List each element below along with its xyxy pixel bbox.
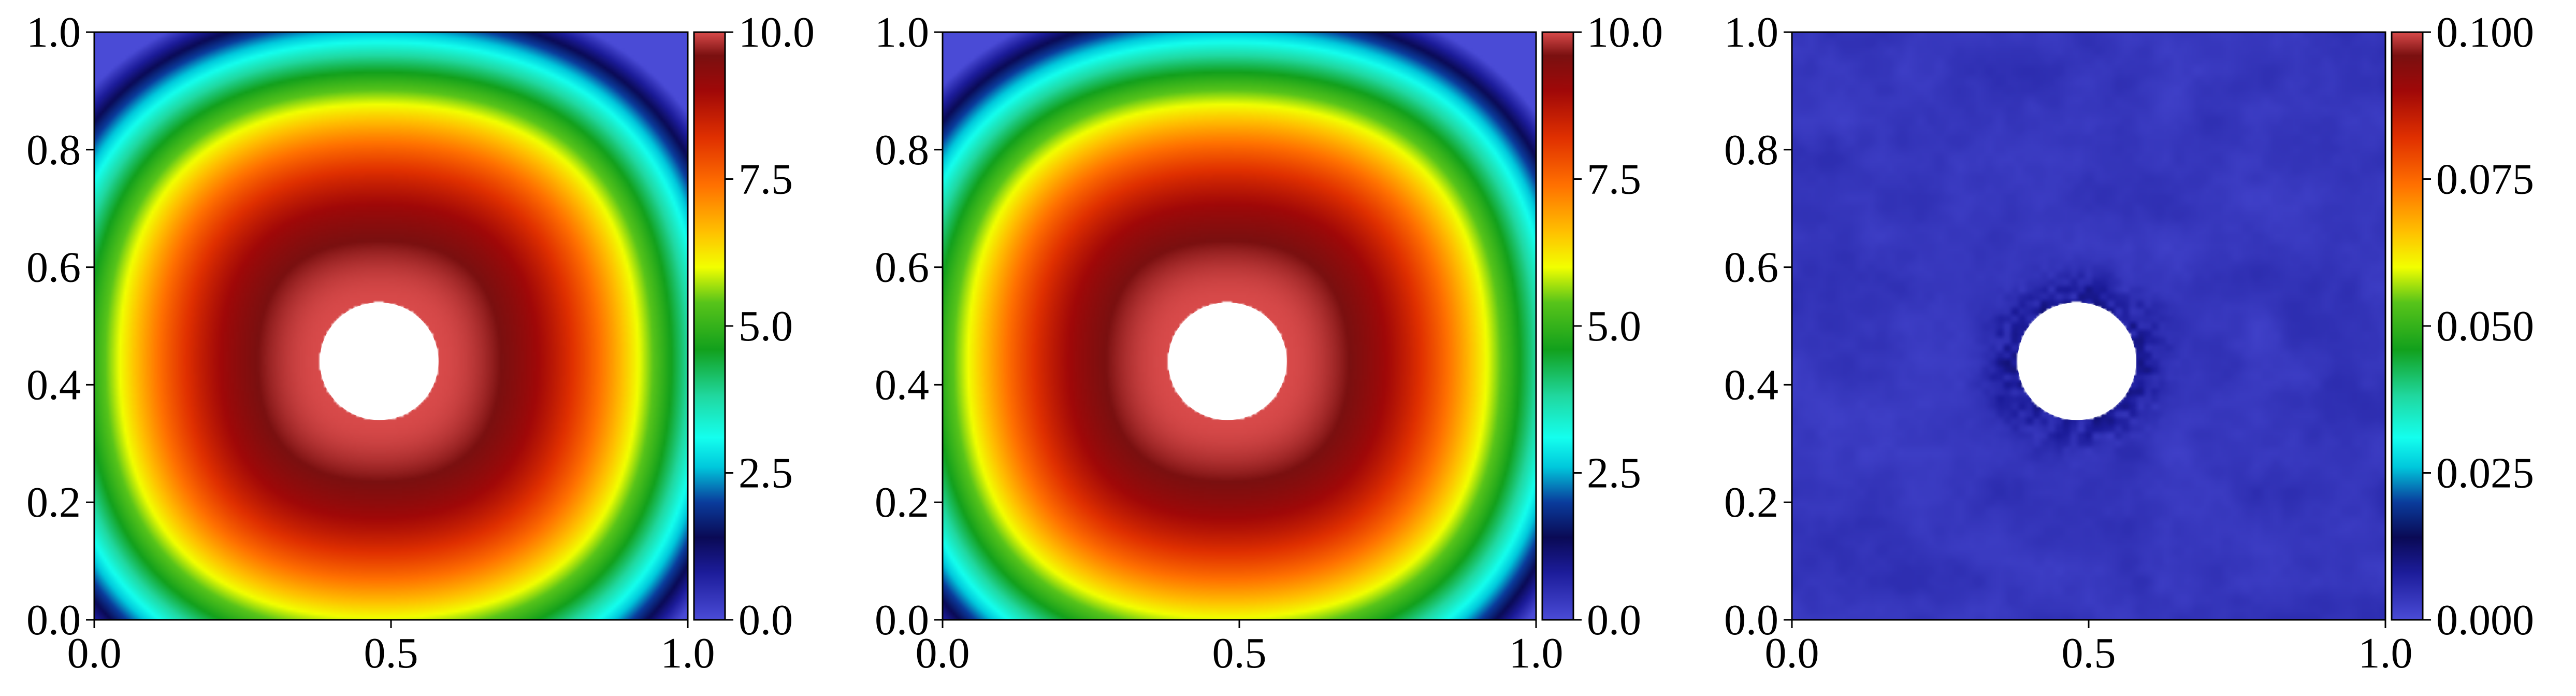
x-tick-label: 0.0 <box>67 629 122 677</box>
colorbar-tick-label: 7.5 <box>739 155 793 204</box>
y-tick-label: 0.8 <box>26 126 81 174</box>
x-tick-label: 1.0 <box>1509 629 1564 677</box>
colorbar-tick-label: 5.0 <box>739 302 793 350</box>
x-tick-label: 0.0 <box>916 629 970 677</box>
hole-mask <box>1168 302 1287 420</box>
colorbar: 0.000 0.025 0.050 0.075 0.100 <box>2391 8 2534 644</box>
colorbar-tick-label: 0.100 <box>2436 8 2534 56</box>
colorbar-tick-label: 0.0 <box>739 596 793 644</box>
colorbar-gradient <box>2392 32 2423 620</box>
colorbar-tick-label: 2.5 <box>1587 449 1641 498</box>
x-tick-label: 0.0 <box>1765 629 1819 677</box>
x-tick-label: 1.0 <box>2358 629 2413 677</box>
x-tick-label: 0.5 <box>2062 629 2116 677</box>
y-tick-label: 0.4 <box>1724 361 1778 409</box>
colorbar: 0.0 2.5 5.0 7.5 10.0 <box>1541 8 1663 644</box>
panel-3: 0.0 0.5 1.00.00.20.40.60.81.00.0000.0250.0… <box>1724 8 2534 677</box>
y-tick-label: 0.0 <box>26 596 81 644</box>
colorbar-tick-label: 7.5 <box>1587 155 1641 204</box>
colorbar: 0.0 2.5 5.0 7.5 10.0 <box>693 8 815 644</box>
y-tick-label: 0.0 <box>1724 596 1778 644</box>
colorbar-tick-label: 0.050 <box>2436 302 2534 350</box>
colorbar-tick-label: 0.000 <box>2436 596 2534 644</box>
y-tick-label: 0.6 <box>1724 244 1778 292</box>
y-tick-label: 1.0 <box>875 8 929 56</box>
y-tick-label: 0.6 <box>875 244 929 292</box>
colorbar-tick-label: 5.0 <box>1587 302 1641 350</box>
colorbar-gradient <box>1542 32 1573 620</box>
panel-1: 0.0 0.5 1.0 0.0 0.2 0.4 0.6 0.8 1.0 0.0 2.5 5.0 7.5 1… <box>26 8 815 677</box>
colorbar-tick-label: 10.0 <box>1587 8 1663 56</box>
y-tick-label: 1.0 <box>26 8 81 56</box>
x-tick-label: 0.5 <box>364 629 418 677</box>
colorbar-tick-label: 0.075 <box>2436 155 2534 204</box>
y-tick-label: 0.0 <box>875 596 929 644</box>
y-tick-label: 0.4 <box>26 361 81 409</box>
y-tick-label: 0.8 <box>875 126 929 174</box>
x-tick-label: 0.5 <box>1212 629 1267 677</box>
panel-2: 0.0 0.5 1.0 0.0 0.2 0.4 0.6 0.8 1.0 0.0 2.5 5.0 7.5 1… <box>875 8 1663 677</box>
hole-mask <box>2017 302 2136 420</box>
y-tick-label: 1.0 <box>1724 8 1778 56</box>
hole-mask <box>320 302 439 420</box>
y-tick-label: 0.2 <box>26 478 81 527</box>
y-tick-label: 0.8 <box>1724 126 1778 174</box>
y-tick-label: 0.2 <box>875 478 929 527</box>
y-tick-label: 0.6 <box>26 244 81 292</box>
y-tick-label: 0.4 <box>875 361 929 409</box>
colorbar-tick-label: 0.025 <box>2436 449 2534 498</box>
colorbar-tick-label: 10.0 <box>739 8 815 56</box>
y-tick-label: 0.2 <box>1724 478 1778 527</box>
colorbar-tick-label: 0.0 <box>1587 596 1641 644</box>
colorbar-tick-label: 2.5 <box>739 449 793 498</box>
colorbar-gradient <box>694 32 725 620</box>
x-tick-label: 1.0 <box>661 629 715 677</box>
